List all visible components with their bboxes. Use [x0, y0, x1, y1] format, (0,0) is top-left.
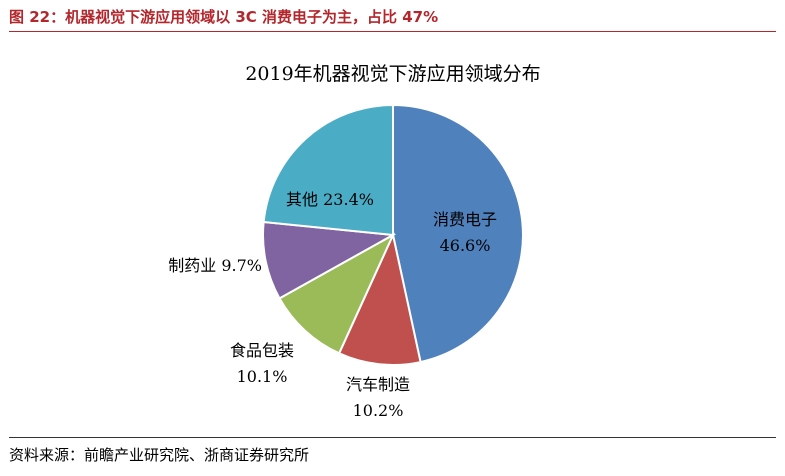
source-note: 资料来源：前瞻产业研究院、浙商证券研究所	[9, 446, 310, 464]
pie-slice	[392, 103, 524, 364]
slice-value-label: 10.2%	[353, 401, 404, 420]
figure-header: 图 22：机器视觉下游应用领域以 3C 消费电子为主，占比 47%	[9, 8, 439, 26]
slice-name-label: 汽车制造	[346, 375, 410, 394]
slice-label: 制药业 9.7%	[168, 256, 262, 275]
pie-slice	[278, 232, 396, 355]
slice-name-label: 食品包装	[230, 341, 294, 360]
slice-label: 其他 23.4%	[286, 190, 374, 209]
footer-rule	[9, 437, 776, 438]
pie-slice	[262, 220, 397, 300]
pie-slice	[262, 103, 394, 237]
chart-title: 2019年机器视觉下游应用领域分布	[245, 63, 540, 85]
slice-name-label: 消费电子	[433, 210, 497, 229]
pie-slice	[337, 231, 422, 366]
slice-value-label: 10.1%	[237, 367, 288, 386]
slice-value-label: 46.6%	[440, 236, 491, 255]
header-rule	[9, 31, 776, 32]
